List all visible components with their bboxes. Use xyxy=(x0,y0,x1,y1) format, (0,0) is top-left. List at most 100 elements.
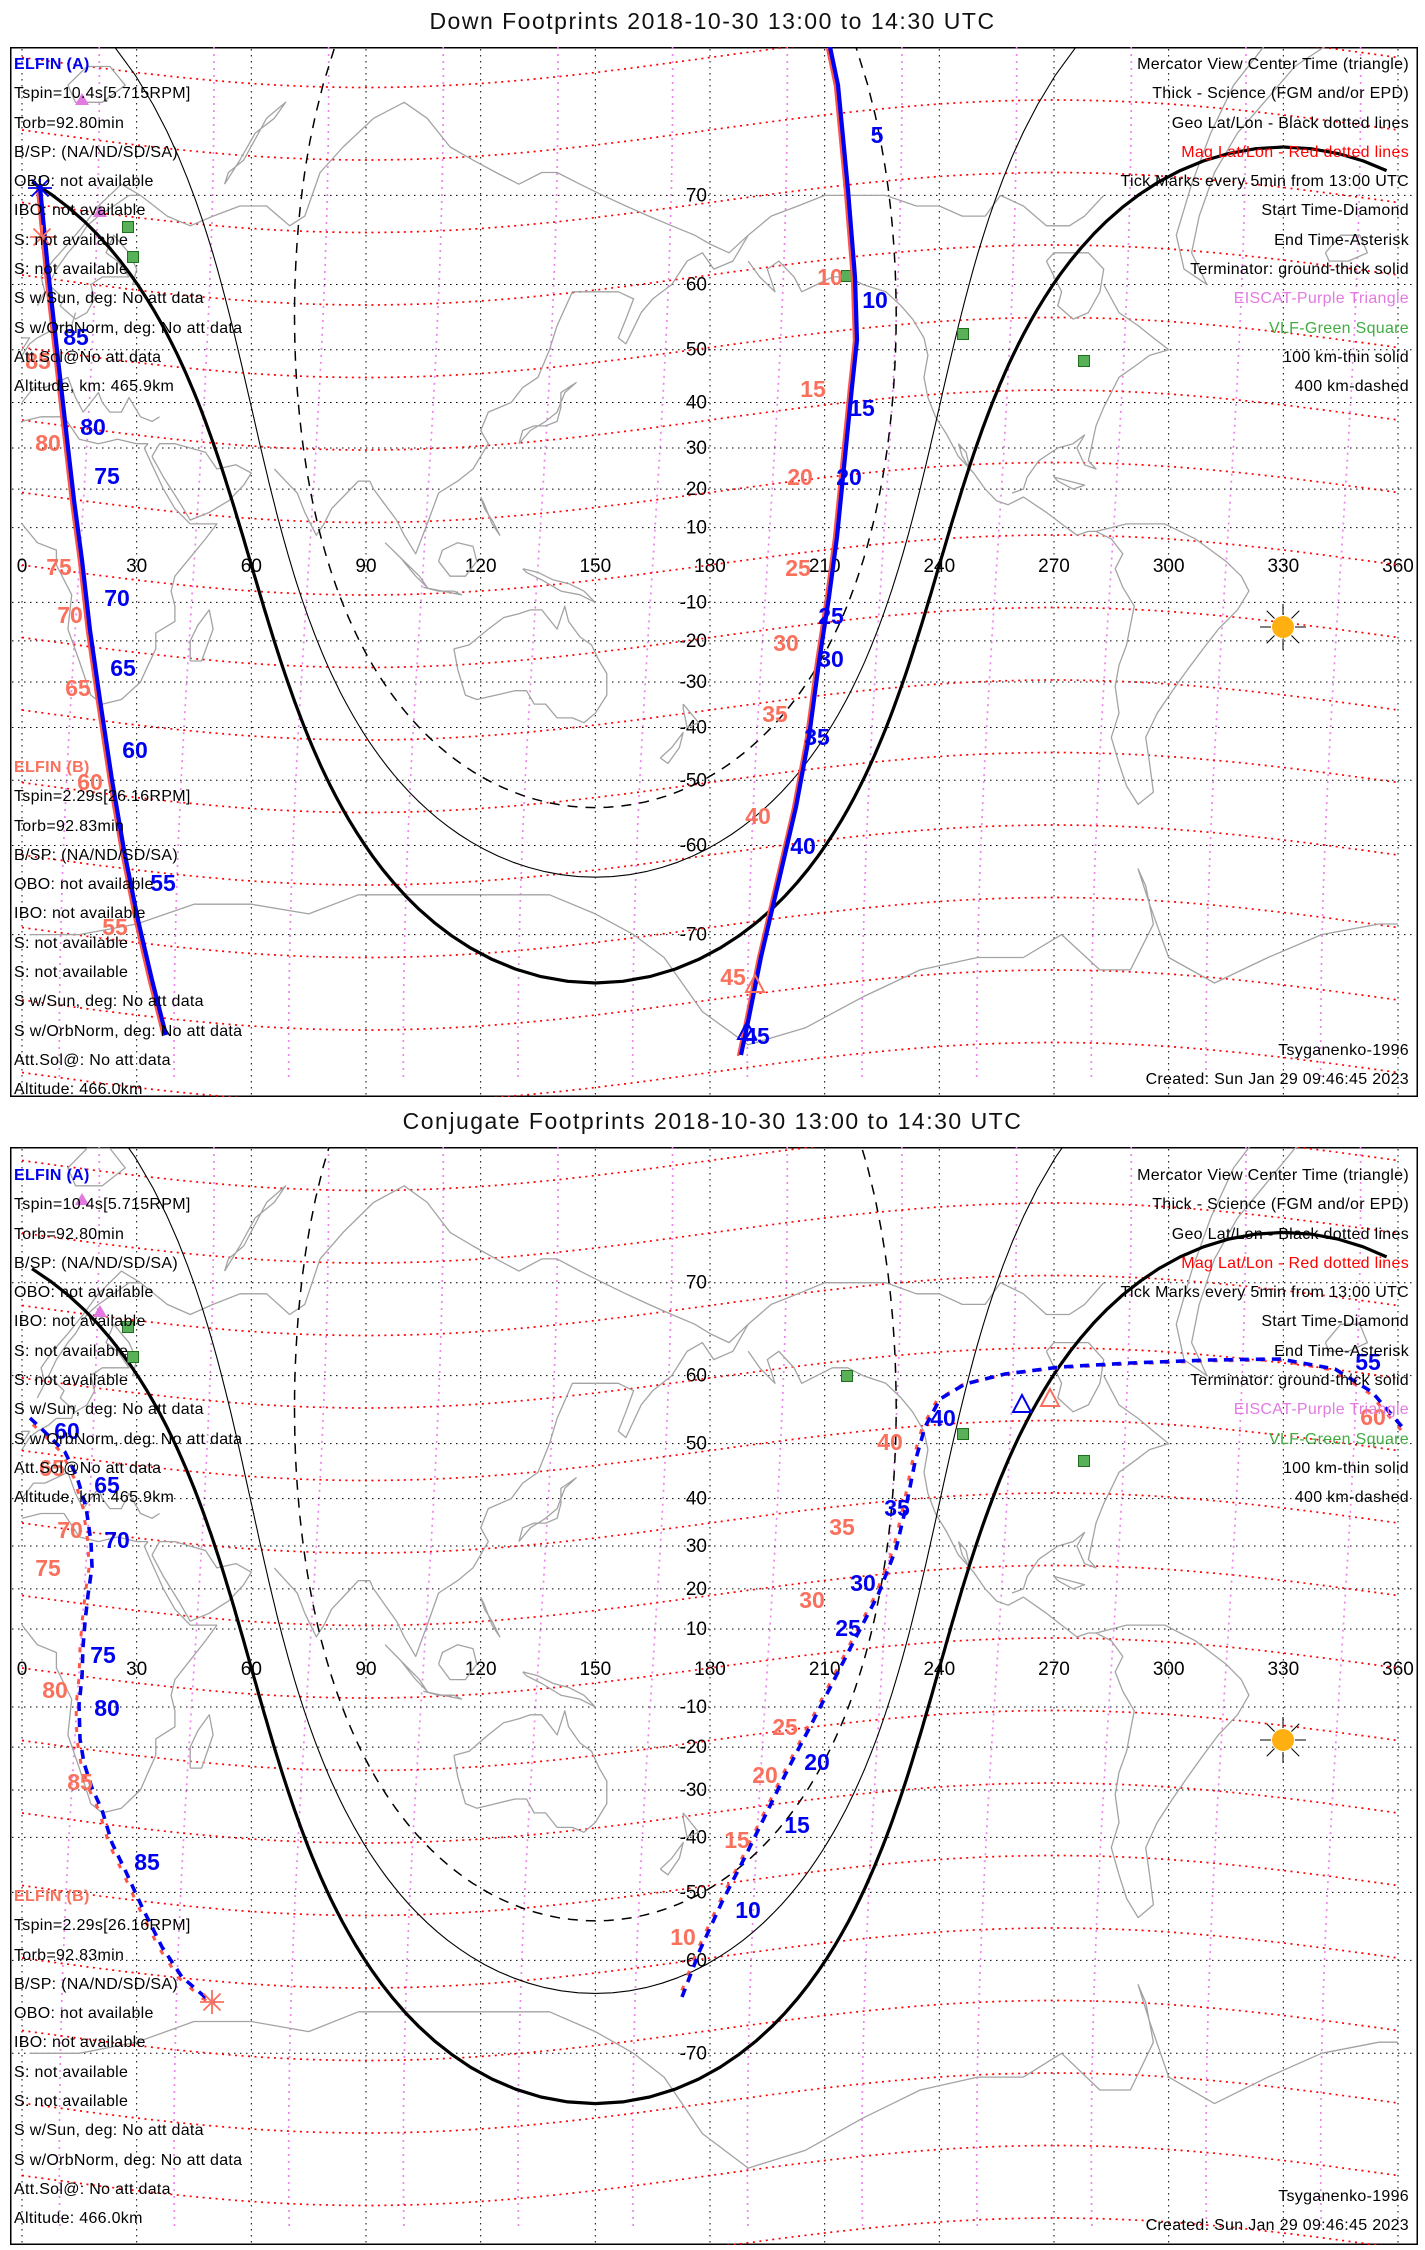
svg-text:-30: -30 xyxy=(680,1780,707,1801)
svg-text:330: 330 xyxy=(1267,1659,1299,1680)
vlf-square-icon xyxy=(841,1370,853,1382)
elfin-a-info-panel1-line: Att.Sol@No att data xyxy=(14,348,162,366)
svg-text:180: 180 xyxy=(694,556,726,577)
svg-text:360: 360 xyxy=(1382,1659,1414,1680)
legend-panel1-line: VLF-Green Square xyxy=(1269,319,1409,337)
elfin-a-info-panel2-line: IBO: not available xyxy=(14,1313,146,1331)
svg-text:150: 150 xyxy=(579,556,611,577)
elfin-a-info-panel1-line: Torb=92.80min xyxy=(14,114,125,132)
svg-text:15: 15 xyxy=(784,1812,810,1838)
svg-text:70: 70 xyxy=(57,602,83,628)
svg-text:35: 35 xyxy=(829,1514,855,1540)
svg-text:35: 35 xyxy=(804,724,830,750)
elfin-b-info-panel2-line: IBO: not available xyxy=(14,2034,146,2052)
time-markers xyxy=(28,176,766,1040)
svg-text:90: 90 xyxy=(355,1659,376,1680)
svg-text:120: 120 xyxy=(465,1659,497,1680)
satellite-tracks xyxy=(25,1357,1406,2006)
legend-panel1-line: Terminator: ground-thick solid xyxy=(1190,261,1409,279)
svg-text:10: 10 xyxy=(862,287,888,313)
elfin-b-info-panel2-line: Att.Sol@: No att data xyxy=(14,2180,171,2198)
site-markers xyxy=(75,1193,1090,1467)
legend-panel2-line: Mag Lat/Lon - Red dotted lines xyxy=(1181,1254,1409,1272)
elfin-b-info-panel1-line: S w/OrbNorm, deg: No att data xyxy=(14,1022,243,1040)
center-time-triangle xyxy=(744,972,766,993)
vlf-square-icon xyxy=(122,221,134,233)
svg-text:25: 25 xyxy=(835,1615,861,1641)
elfin-b-info-panel1-line: Att.Sol@: No att data xyxy=(14,1051,171,1069)
sun-icon xyxy=(1260,604,1306,650)
svg-text:60: 60 xyxy=(686,274,707,295)
elfin-b-info-panel1-line: B/SP: (NA/ND/SD/SA) xyxy=(14,846,178,864)
svg-text:45: 45 xyxy=(744,1023,770,1049)
elfin-a-info-panel2-line: S w/Sun, deg: No att data xyxy=(14,1401,204,1419)
plot-border xyxy=(10,47,1418,1097)
eiscat-triangle-icon xyxy=(75,93,89,105)
svg-text:-10: -10 xyxy=(680,1697,707,1718)
svg-text:-60: -60 xyxy=(680,1950,707,1971)
panel1-title: Down Footprints 2018-10-30 13:00 to 14:3… xyxy=(429,8,996,34)
legend-panel2-line: Mercator View Center Time (triangle) xyxy=(1137,1167,1409,1184)
legend-panel2-line: Geo Lat/Lon - Black dotted lines xyxy=(1171,1225,1409,1243)
svg-text:30: 30 xyxy=(799,1587,825,1613)
legend-panel1-line: Geo Lat/Lon - Black dotted lines xyxy=(1171,114,1409,132)
svg-text:0: 0 xyxy=(17,1659,28,1680)
elfin-a-info-panel1-line: S w/Sun, deg: No att data xyxy=(14,290,204,308)
legend-panel1: Mercator View Center Time (triangle) Thic… xyxy=(1121,50,1410,402)
legend-panel2-line: VLF-Green Square xyxy=(1269,1430,1409,1448)
center-time-triangle xyxy=(1039,1386,1061,1407)
svg-text:-40: -40 xyxy=(680,1827,707,1848)
legend-panel2-line: 400 km-dashed xyxy=(1294,1489,1409,1507)
svg-text:40: 40 xyxy=(930,1405,956,1431)
svg-text:360: 360 xyxy=(1382,556,1414,577)
svg-text:65: 65 xyxy=(39,1455,65,1481)
svg-text:60: 60 xyxy=(77,769,103,795)
svg-text:330: 330 xyxy=(1267,556,1299,577)
svg-text:20: 20 xyxy=(836,464,862,490)
svg-text:70: 70 xyxy=(686,1273,707,1294)
svg-text:65: 65 xyxy=(94,1472,120,1498)
end-time-asterisk xyxy=(30,178,50,198)
svg-text:120: 120 xyxy=(465,556,497,577)
svg-text:-50: -50 xyxy=(680,770,707,791)
legend-panel2-line: Tick Marks every 5min from 13:00 UTC xyxy=(1120,1284,1409,1302)
credits-panel2-line: Tsyganenko-1996 xyxy=(1278,2188,1409,2205)
elfin-b-info-panel2-line: Tspin=2.29s[26.16RPM] xyxy=(14,1917,191,1935)
elfin-b-info-panel1: ELFIN (B) Tspin=2.29s[26.16RPM] Torb=92.83… xyxy=(14,753,242,1105)
svg-text:30: 30 xyxy=(686,1536,707,1557)
credits-panel1: Tsyganenko-1996 Created: Sun Jan 29 09:46… xyxy=(1146,1036,1409,1095)
tick-labels: 1015202530354060657075808510152025303540… xyxy=(35,1349,1386,1950)
svg-text:270: 270 xyxy=(1038,556,1070,577)
elfin-a-info-panel1-line: S: not available xyxy=(14,231,129,249)
elfin-a-info-panel2-line: S w/OrbNorm, deg: No att data xyxy=(14,1430,243,1448)
elfin-b-info-panel2-line: ELFIN (B) xyxy=(14,1888,90,1905)
svg-text:35: 35 xyxy=(762,701,788,727)
svg-text:15: 15 xyxy=(800,376,826,402)
elfin-b-info-panel1-line: IBO: not available xyxy=(14,905,146,923)
panel1-map: 70 60 50 40 30 20 10 -10 -20 -30 -40 -50 -60 -70 0 30 60… xyxy=(10,47,1418,1097)
svg-text:40: 40 xyxy=(745,803,771,829)
legend-panel2-line: Start Time-Diamond xyxy=(1261,1313,1409,1331)
svg-text:55: 55 xyxy=(150,870,176,896)
svg-text:-70: -70 xyxy=(680,2043,707,2064)
svg-text:60: 60 xyxy=(686,1366,707,1387)
coastlines xyxy=(21,1147,1398,2169)
svg-text:75: 75 xyxy=(90,1642,116,1668)
elfin-a-info-panel1-line: OBO: not available xyxy=(14,173,154,191)
eiscat-triangle-icon xyxy=(93,205,107,217)
svg-text:85: 85 xyxy=(67,1769,93,1795)
elfin-b-info-panel2: ELFIN (B) Tspin=2.29s[26.16RPM] Torb=92.83… xyxy=(14,1882,242,2234)
svg-text:-20: -20 xyxy=(680,631,707,652)
elfin-a-info-panel1: ELFIN (A) Tspin=10.4s[5.715RPM] Torb=92.80… xyxy=(14,50,242,402)
svg-text:300: 300 xyxy=(1153,1659,1185,1680)
svg-text:80: 80 xyxy=(35,430,61,456)
plot-border xyxy=(10,1147,1418,2245)
elfin-b-info-panel2-line: OBO: not available xyxy=(14,2005,154,2023)
credits-panel2-line: Created: Sun Jan 29 09:46:45 2023 xyxy=(1145,2217,1409,2235)
svg-text:210: 210 xyxy=(809,1659,841,1680)
svg-text:30: 30 xyxy=(773,630,799,656)
svg-text:-10: -10 xyxy=(680,592,707,613)
svg-text:25: 25 xyxy=(772,1714,798,1740)
svg-text:45: 45 xyxy=(720,964,746,990)
elfin-b-info-panel1-line: Altitude: 466.0km xyxy=(14,1081,143,1099)
